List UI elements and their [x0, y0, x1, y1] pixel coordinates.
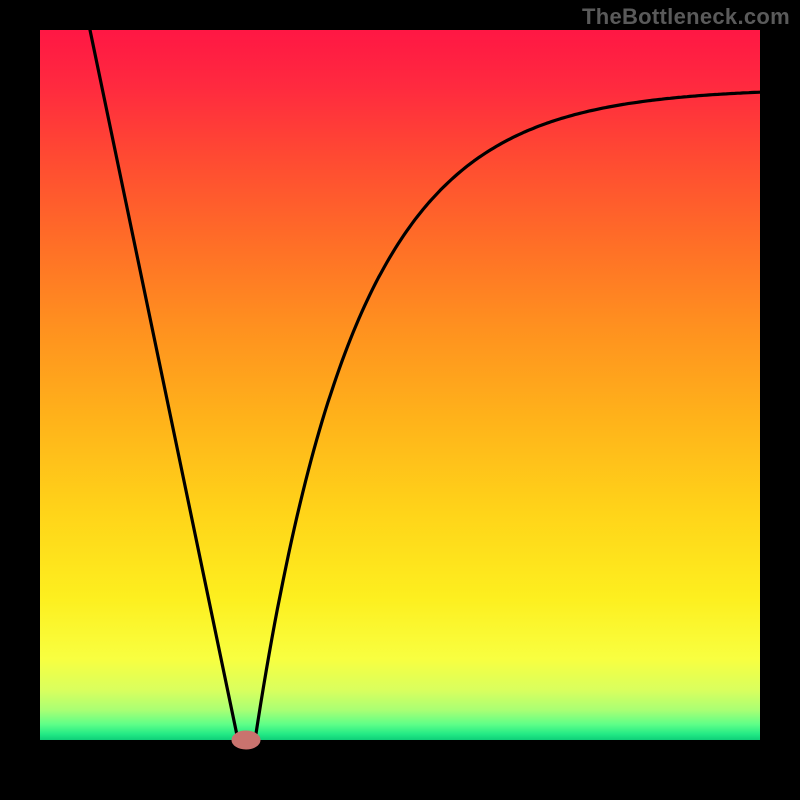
chart-svg: [0, 0, 800, 800]
plot-area: [40, 30, 760, 740]
watermark-text: TheBottleneck.com: [582, 4, 790, 30]
chart-container: TheBottleneck.com: [0, 0, 800, 800]
minimum-marker: [232, 731, 260, 749]
